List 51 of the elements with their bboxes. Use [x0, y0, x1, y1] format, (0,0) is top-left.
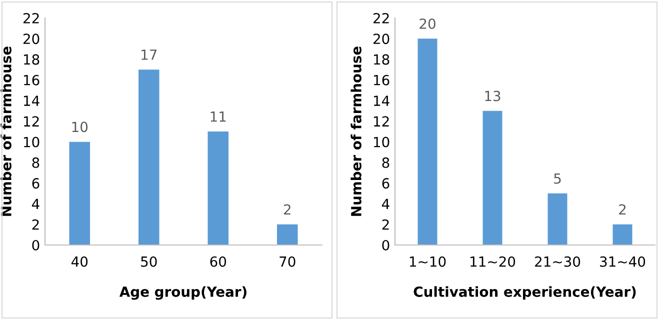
bar [482, 110, 502, 245]
y-tick-label: 20 [373, 34, 390, 44]
bar [548, 193, 568, 245]
data-label: 17 [142, 50, 157, 60]
x-tick-label: 50 [141, 256, 157, 267]
y-tick-label: 14 [24, 96, 40, 106]
bar [208, 132, 229, 245]
y-tick-label: 0 [32, 240, 40, 250]
data-label: 20 [420, 18, 436, 29]
x-axis-title: Cultivation experience(Year) [414, 286, 636, 300]
x-tick-label: 21~30 [535, 256, 580, 267]
x-tick-label: 40 [71, 256, 88, 267]
y-tick-label: 6 [382, 178, 390, 189]
y-tick-label: 4 [32, 198, 40, 210]
data-label: 5 [554, 173, 561, 184]
y-tick-label: 20 [23, 34, 40, 44]
y-tick-label: 16 [374, 74, 390, 86]
bar [418, 38, 438, 245]
y-axis-title: Number of farmhouse [350, 46, 362, 216]
data-label: 13 [485, 90, 500, 102]
bar [138, 70, 160, 245]
y-tick-label: 18 [374, 54, 390, 65]
y-tick-label: 2 [382, 219, 389, 230]
y-tick-label: 0 [382, 240, 390, 250]
y-tick-label: 4 [382, 198, 390, 210]
y-tick-label: 2 [32, 219, 39, 230]
y-tick-label: 12 [374, 116, 389, 126]
y-tick-label: 18 [24, 54, 40, 65]
y-tick-label: 10 [374, 136, 390, 148]
y-tick-label: 6 [32, 178, 40, 189]
y-tick-label: 22 [23, 12, 39, 24]
x-tick-label: 1~10 [410, 256, 446, 267]
y-tick-label: 8 [382, 157, 390, 168]
y-tick-label: 16 [24, 74, 40, 86]
y-tick-label: 10 [24, 136, 40, 148]
x-tick-label: 60 [210, 256, 226, 267]
bar [612, 224, 632, 245]
data-label: 10 [72, 122, 88, 132]
y-tick-label: 14 [374, 96, 390, 106]
x-tick-label: 70 [280, 256, 296, 267]
data-label: 11 [210, 112, 226, 122]
x-axis-title: Age group(Year) [119, 286, 246, 300]
data-label: 2 [619, 204, 626, 215]
y-tick-label: 22 [373, 12, 389, 24]
bar [69, 142, 90, 245]
x-tick-label: 11~20 [470, 256, 516, 267]
x-tick-label: 31~40 [600, 256, 646, 267]
y-tick-label: 8 [32, 157, 40, 168]
bar [276, 224, 298, 245]
data-label: 2 [284, 204, 290, 215]
y-tick-label: 12 [24, 116, 39, 126]
